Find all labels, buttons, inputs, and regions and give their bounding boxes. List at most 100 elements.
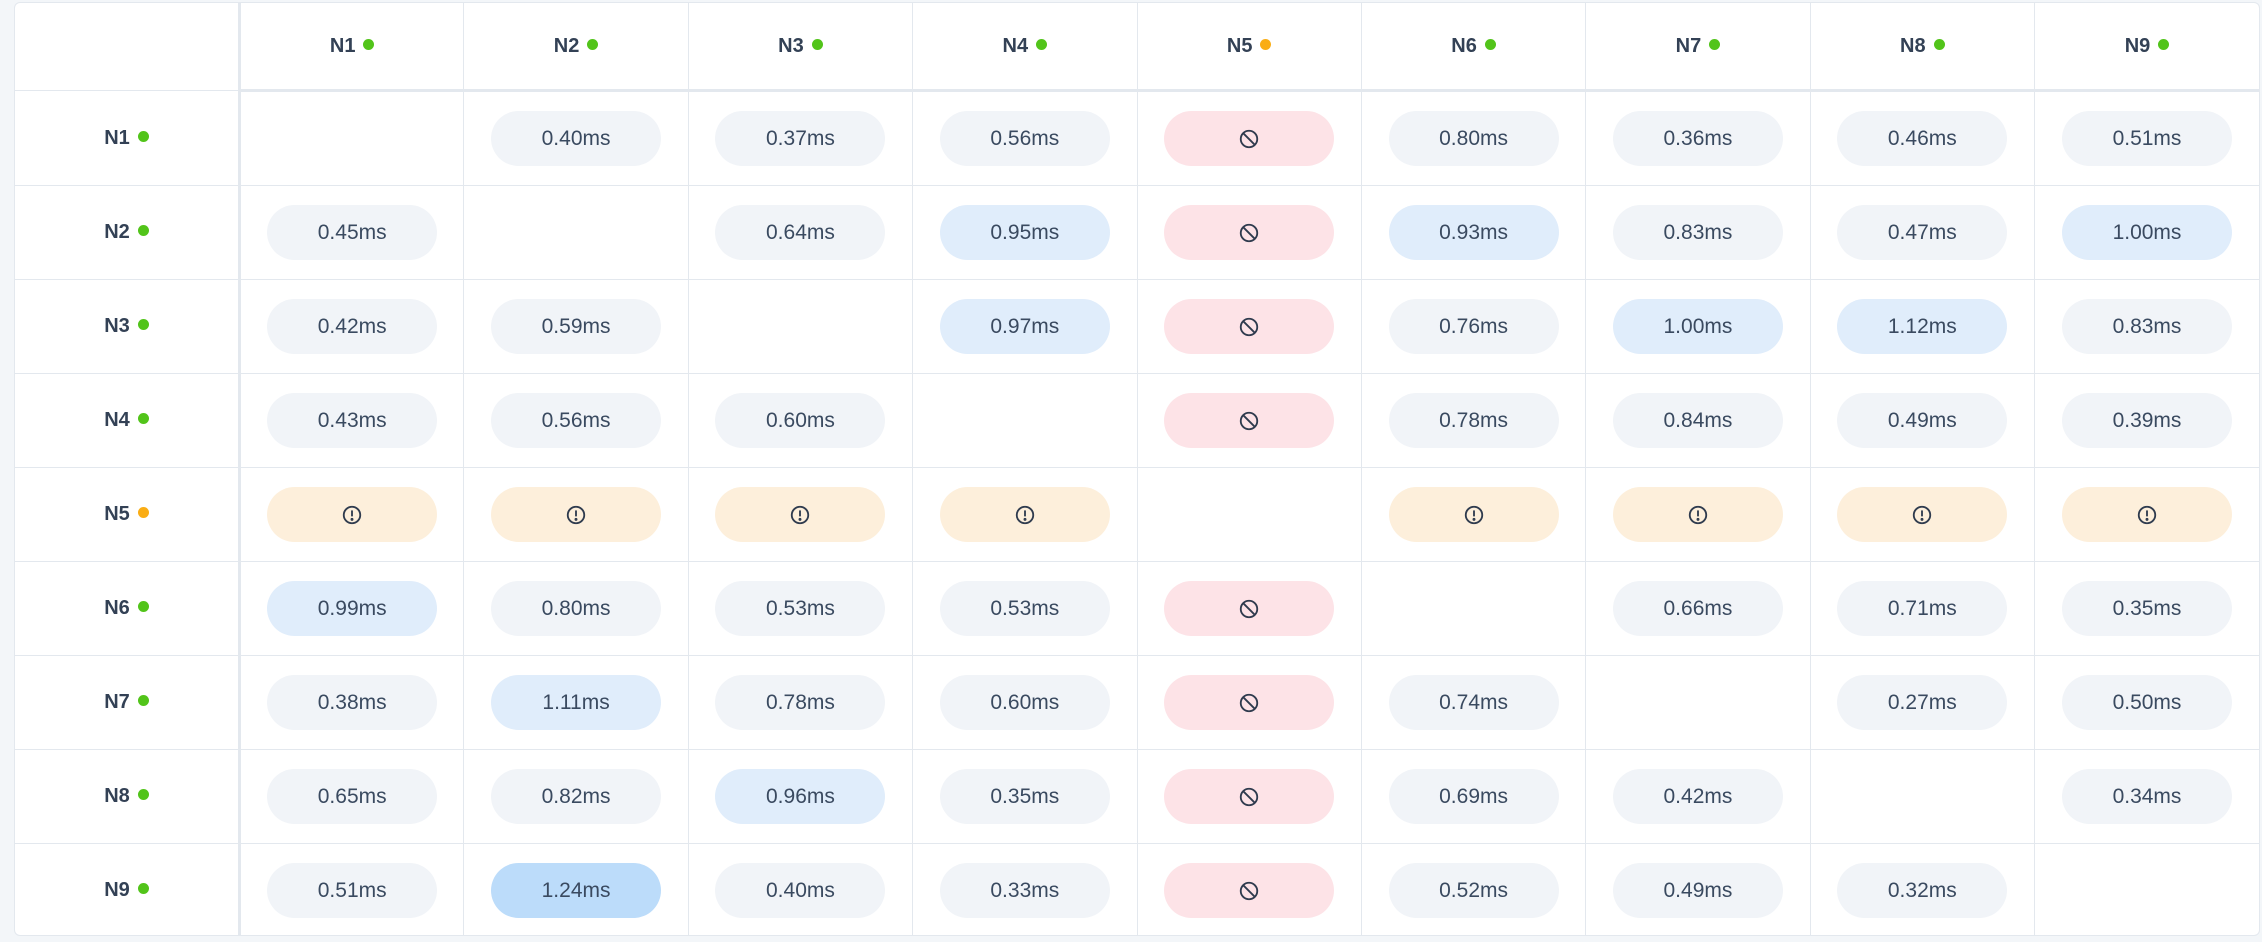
latency-pill[interactable]: 0.64ms xyxy=(715,205,886,260)
latency-pill[interactable]: 0.95ms xyxy=(939,205,1110,260)
latency-pill[interactable]: 0.83ms xyxy=(1612,205,1783,260)
latency-pill[interactable]: 0.59ms xyxy=(491,299,662,354)
latency-pill[interactable]: 0.50ms xyxy=(2062,675,2232,730)
blocked-pill[interactable] xyxy=(1164,675,1335,730)
latency-pill[interactable]: 0.35ms xyxy=(939,769,1110,824)
warning-pill[interactable] xyxy=(2062,487,2232,542)
latency-pill[interactable]: 0.40ms xyxy=(491,111,662,166)
warning-pill[interactable] xyxy=(1612,487,1783,542)
latency-pill[interactable]: 0.35ms xyxy=(2062,581,2232,636)
latency-pill[interactable]: 0.56ms xyxy=(491,393,662,448)
column-header-label: N5 xyxy=(1226,34,1253,57)
latency-pill[interactable]: 0.33ms xyxy=(939,863,1110,918)
warning-pill[interactable] xyxy=(1837,487,2008,542)
latency-pill[interactable]: 0.80ms xyxy=(491,581,662,636)
latency-pill[interactable]: 0.56ms xyxy=(939,111,1110,166)
latency-pill[interactable]: 0.39ms xyxy=(2062,393,2232,448)
latency-pill[interactable]: 0.45ms xyxy=(267,205,438,260)
latency-pill[interactable]: 0.71ms xyxy=(1837,581,2008,636)
column-header-label: N4 xyxy=(1002,34,1029,57)
row-header-n6: N6 xyxy=(15,561,241,656)
matrix-cell: 0.27ms xyxy=(1809,655,2036,750)
latency-pill[interactable]: 0.49ms xyxy=(1837,393,2008,448)
blocked-pill[interactable] xyxy=(1164,111,1335,166)
latency-pill[interactable]: 0.47ms xyxy=(1837,205,2008,260)
latency-pill[interactable]: 0.60ms xyxy=(715,393,886,448)
latency-pill[interactable]: 0.80ms xyxy=(1388,111,1559,166)
blocked-pill[interactable] xyxy=(1164,863,1335,918)
latency-pill[interactable]: 0.49ms xyxy=(1612,863,1783,918)
latency-pill[interactable]: 1.00ms xyxy=(1612,299,1783,354)
latency-pill[interactable]: 0.37ms xyxy=(715,111,886,166)
latency-pill[interactable]: 0.51ms xyxy=(2062,111,2232,166)
blocked-pill[interactable] xyxy=(1164,205,1335,260)
latency-pill[interactable]: 0.78ms xyxy=(1388,393,1559,448)
matrix-cell: 0.43ms xyxy=(238,373,465,468)
latency-pill[interactable]: 1.12ms xyxy=(1837,299,2008,354)
latency-pill[interactable]: 1.00ms xyxy=(2062,205,2232,260)
column-header-n8: N8 xyxy=(1809,3,2036,92)
latency-pill[interactable]: 0.76ms xyxy=(1388,299,1559,354)
latency-pill[interactable]: 0.69ms xyxy=(1388,769,1559,824)
matrix-cell: 0.42ms xyxy=(238,279,465,374)
warning-pill[interactable] xyxy=(1388,487,1559,542)
latency-pill[interactable]: 0.36ms xyxy=(1612,111,1783,166)
matrix-cell: 1.12ms xyxy=(1809,279,2036,374)
matrix-cell: 0.59ms xyxy=(463,279,689,374)
latency-pill[interactable]: 0.51ms xyxy=(267,863,438,918)
warning-pill[interactable] xyxy=(939,487,1110,542)
latency-pill[interactable]: 0.96ms xyxy=(715,769,886,824)
blocked-pill[interactable] xyxy=(1164,393,1335,448)
column-header-label: N8 xyxy=(1900,34,1926,57)
matrix-cell xyxy=(463,185,689,280)
column-header-n7: N7 xyxy=(1585,3,1811,92)
column-header-label: N1 xyxy=(329,34,356,57)
latency-pill[interactable]: 0.84ms xyxy=(1612,393,1783,448)
warning-pill[interactable] xyxy=(267,487,438,542)
latency-pill[interactable]: 0.99ms xyxy=(267,581,438,636)
warning-pill[interactable] xyxy=(715,487,886,542)
exclamation-circle-icon xyxy=(791,505,810,524)
column-header-n4: N4 xyxy=(912,3,1138,92)
latency-pill[interactable]: 0.43ms xyxy=(267,393,438,448)
latency-pill[interactable]: 0.93ms xyxy=(1388,205,1559,260)
latency-pill[interactable]: 0.82ms xyxy=(491,769,662,824)
latency-pill[interactable]: 0.53ms xyxy=(939,581,1110,636)
latency-pill[interactable]: 0.78ms xyxy=(715,675,886,730)
latency-pill[interactable]: 0.32ms xyxy=(1837,863,2008,918)
latency-pill[interactable]: 0.42ms xyxy=(1612,769,1783,824)
row-header-label: N2 xyxy=(104,221,130,243)
warning-pill[interactable] xyxy=(491,487,662,542)
latency-pill[interactable]: 0.38ms xyxy=(267,675,438,730)
latency-pill[interactable]: 0.74ms xyxy=(1388,675,1559,730)
row-header-n8: N8 xyxy=(15,749,241,844)
matrix-cell xyxy=(687,279,914,374)
exclamation-circle-icon xyxy=(1688,505,1708,524)
blocked-pill[interactable] xyxy=(1164,769,1335,824)
matrix-cell xyxy=(1136,749,1362,844)
latency-pill[interactable]: 0.53ms xyxy=(715,581,886,636)
matrix-cell: 0.99ms xyxy=(238,561,465,656)
latency-pill[interactable]: 0.42ms xyxy=(267,299,438,354)
latency-pill[interactable]: 0.97ms xyxy=(939,299,1110,354)
matrix-cell: 1.00ms xyxy=(2034,185,2259,280)
latency-pill[interactable]: 0.46ms xyxy=(1837,111,2008,166)
blocked-pill[interactable] xyxy=(1164,299,1335,354)
matrix-cell xyxy=(1136,467,1362,562)
matrix-cell: 0.76ms xyxy=(1360,279,1587,374)
latency-pill[interactable]: 0.66ms xyxy=(1612,581,1783,636)
latency-matrix: N1 N2 N3 N4 N5 N6 N7 N8 N9 N1 0.40ms 0.37ms 0.56ms 0… xyxy=(15,3,2259,935)
latency-pill[interactable]: 1.24ms xyxy=(491,863,662,918)
latency-pill[interactable]: 0.60ms xyxy=(939,675,1110,730)
table-row: N2 0.45ms 0.64ms 0.95ms 0.93ms 0.83ms 0.47ms 1.… xyxy=(15,185,2259,280)
latency-pill[interactable]: 0.40ms xyxy=(715,863,886,918)
column-header-label: N2 xyxy=(553,34,580,57)
latency-pill[interactable]: 1.11ms xyxy=(491,675,662,730)
matrix-cell: 0.35ms xyxy=(912,749,1138,844)
latency-pill[interactable]: 0.83ms xyxy=(2062,299,2232,354)
blocked-pill[interactable] xyxy=(1164,581,1335,636)
latency-pill[interactable]: 0.34ms xyxy=(2062,769,2232,824)
latency-pill[interactable]: 0.52ms xyxy=(1388,863,1559,918)
latency-pill[interactable]: 0.65ms xyxy=(267,769,438,824)
latency-pill[interactable]: 0.27ms xyxy=(1837,675,2008,730)
